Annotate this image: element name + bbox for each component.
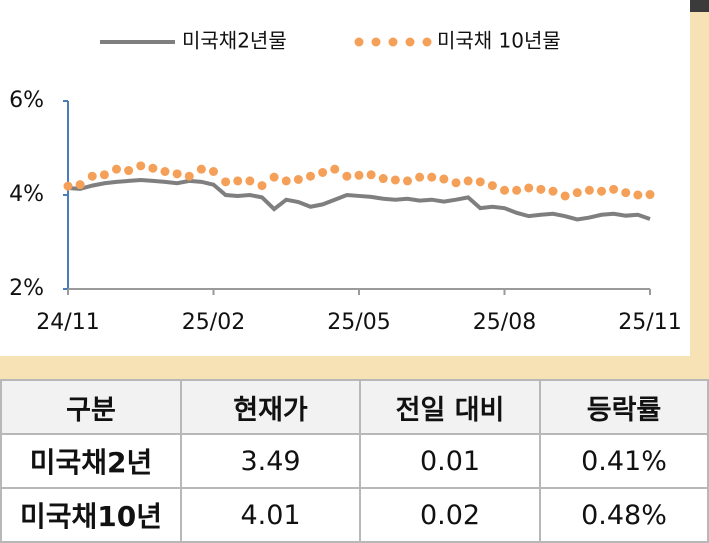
x-tick-label: 24/11 (36, 310, 99, 335)
series-line (67, 177, 651, 222)
series-dot (75, 180, 85, 190)
series-dot (475, 177, 485, 187)
y-tick-label: 2% (9, 276, 44, 301)
series-dot (645, 190, 655, 200)
x-tick-label: 25/08 (473, 310, 536, 335)
row-label: 미국채10년 (0, 487, 182, 543)
legend-swatch (354, 37, 364, 47)
series-dot (209, 167, 218, 176)
series-dot (524, 183, 534, 193)
series-dot (221, 177, 231, 187)
series-dot (172, 169, 182, 179)
header-cell: 전일 대비 (359, 379, 541, 435)
series-dot (354, 170, 364, 180)
series-dot (584, 185, 594, 195)
series-dot (281, 176, 291, 186)
series-dot (451, 178, 461, 188)
cell: 4.01 (180, 487, 361, 543)
series-dot (196, 164, 206, 174)
series-dot (487, 181, 497, 191)
series-dot (148, 163, 158, 173)
series-dot (415, 172, 425, 182)
cell: 3.49 (180, 433, 361, 489)
series-dot (500, 185, 509, 195)
series-dot (427, 172, 437, 182)
series-dot (390, 175, 400, 185)
series-dot (136, 161, 146, 171)
series-dot (633, 190, 643, 200)
x-tick-label: 25/02 (182, 310, 245, 335)
legend-swatch (422, 37, 432, 47)
series-dot (63, 181, 73, 191)
quote-table: 구분 현재가 전일 대비 등락률 미국채2년 3.49 0.01 0.41% 미… (0, 379, 709, 543)
series-dot (548, 186, 558, 196)
header-row: 구분 현재가 전일 대비 등락률 (0, 379, 709, 435)
series-dot (184, 171, 194, 181)
x-tick-label: 25/05 (327, 310, 390, 335)
chart: 2% 4% 6% 24/11 25/02 25/05 25/08 25/11 미국채2년물 미국채… (0, 0, 690, 356)
table-row: 미국채2년 3.49 0.01 0.41% (0, 433, 709, 489)
series-dot (621, 188, 631, 198)
cell: 0.48% (539, 487, 709, 543)
header-cell: 현재가 (180, 379, 361, 435)
cell: 0.01 (359, 433, 541, 489)
series-dot (378, 174, 388, 184)
y-tick-label: 6% (9, 88, 44, 113)
series-dot (366, 170, 376, 180)
series-dot (463, 176, 473, 186)
series-dot (269, 172, 279, 182)
series-dot (609, 184, 619, 194)
series-dot (112, 164, 121, 174)
series-dot (512, 185, 522, 195)
legend-swatch (405, 37, 415, 47)
legend-swatch (388, 37, 398, 47)
y-tick-label: 4% (9, 182, 44, 207)
legend-label: 미국채 10년물 (437, 29, 561, 53)
series-dot (160, 167, 170, 176)
series-dot (439, 174, 449, 184)
legend-label: 미국채2년물 (182, 29, 287, 53)
header-cell: 구분 (0, 379, 182, 435)
series-dot (124, 166, 134, 176)
series-dot (99, 170, 109, 180)
row-label: 미국채2년 (0, 433, 182, 489)
series-dot (597, 186, 606, 196)
series-dot (318, 167, 328, 177)
series-dot (330, 164, 340, 174)
cell: 0.02 (359, 487, 541, 543)
series-dot (87, 171, 97, 181)
series-dot (536, 184, 546, 194)
header-cell: 등락률 (539, 379, 709, 435)
series-dot (403, 176, 412, 186)
series-dot (257, 181, 267, 191)
legend-swatch (371, 37, 381, 47)
series-dot (572, 188, 582, 198)
cell: 0.41% (539, 433, 709, 489)
x-tick-label: 25/11 (618, 310, 681, 335)
series-dot (342, 171, 352, 181)
series-dot (306, 171, 315, 181)
series-dot (245, 176, 255, 186)
series-dot (233, 176, 243, 186)
series-dot (560, 191, 570, 201)
table-row: 미국채10년 4.01 0.02 0.48% (0, 487, 709, 543)
corner-decoration (688, 0, 709, 12)
series-dot (293, 174, 303, 184)
